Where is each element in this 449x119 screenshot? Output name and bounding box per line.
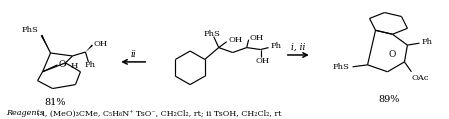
Text: PhS: PhS bbox=[22, 26, 39, 34]
Text: 89%: 89% bbox=[379, 95, 400, 104]
Text: Ph: Ph bbox=[271, 42, 282, 50]
Text: O: O bbox=[389, 50, 396, 60]
Text: 81%: 81% bbox=[45, 98, 66, 107]
Text: Ph: Ph bbox=[85, 61, 96, 69]
Text: OH: OH bbox=[255, 57, 270, 65]
Polygon shape bbox=[85, 45, 93, 52]
Text: OH: OH bbox=[250, 34, 264, 42]
Text: i, ii: i, ii bbox=[291, 43, 305, 52]
Text: H: H bbox=[71, 62, 78, 70]
Text: Reagents: Reagents bbox=[6, 109, 44, 117]
Text: Ph: Ph bbox=[422, 38, 432, 46]
Text: : i, (MeO)₃CMe, C₅H₆N⁺ TsO⁻, CH₂Cl₂, rt; ii TsOH, CH₂Cl₂, rt: : i, (MeO)₃CMe, C₅H₆N⁺ TsO⁻, CH₂Cl₂, rt;… bbox=[36, 109, 281, 117]
Text: OH: OH bbox=[229, 36, 243, 44]
Text: O: O bbox=[59, 60, 66, 69]
Polygon shape bbox=[41, 35, 51, 53]
Text: PhS: PhS bbox=[333, 63, 350, 71]
Text: OH: OH bbox=[93, 40, 108, 48]
Text: ii: ii bbox=[130, 50, 136, 60]
Text: OAc: OAc bbox=[411, 74, 429, 82]
Text: PhS: PhS bbox=[203, 30, 220, 38]
